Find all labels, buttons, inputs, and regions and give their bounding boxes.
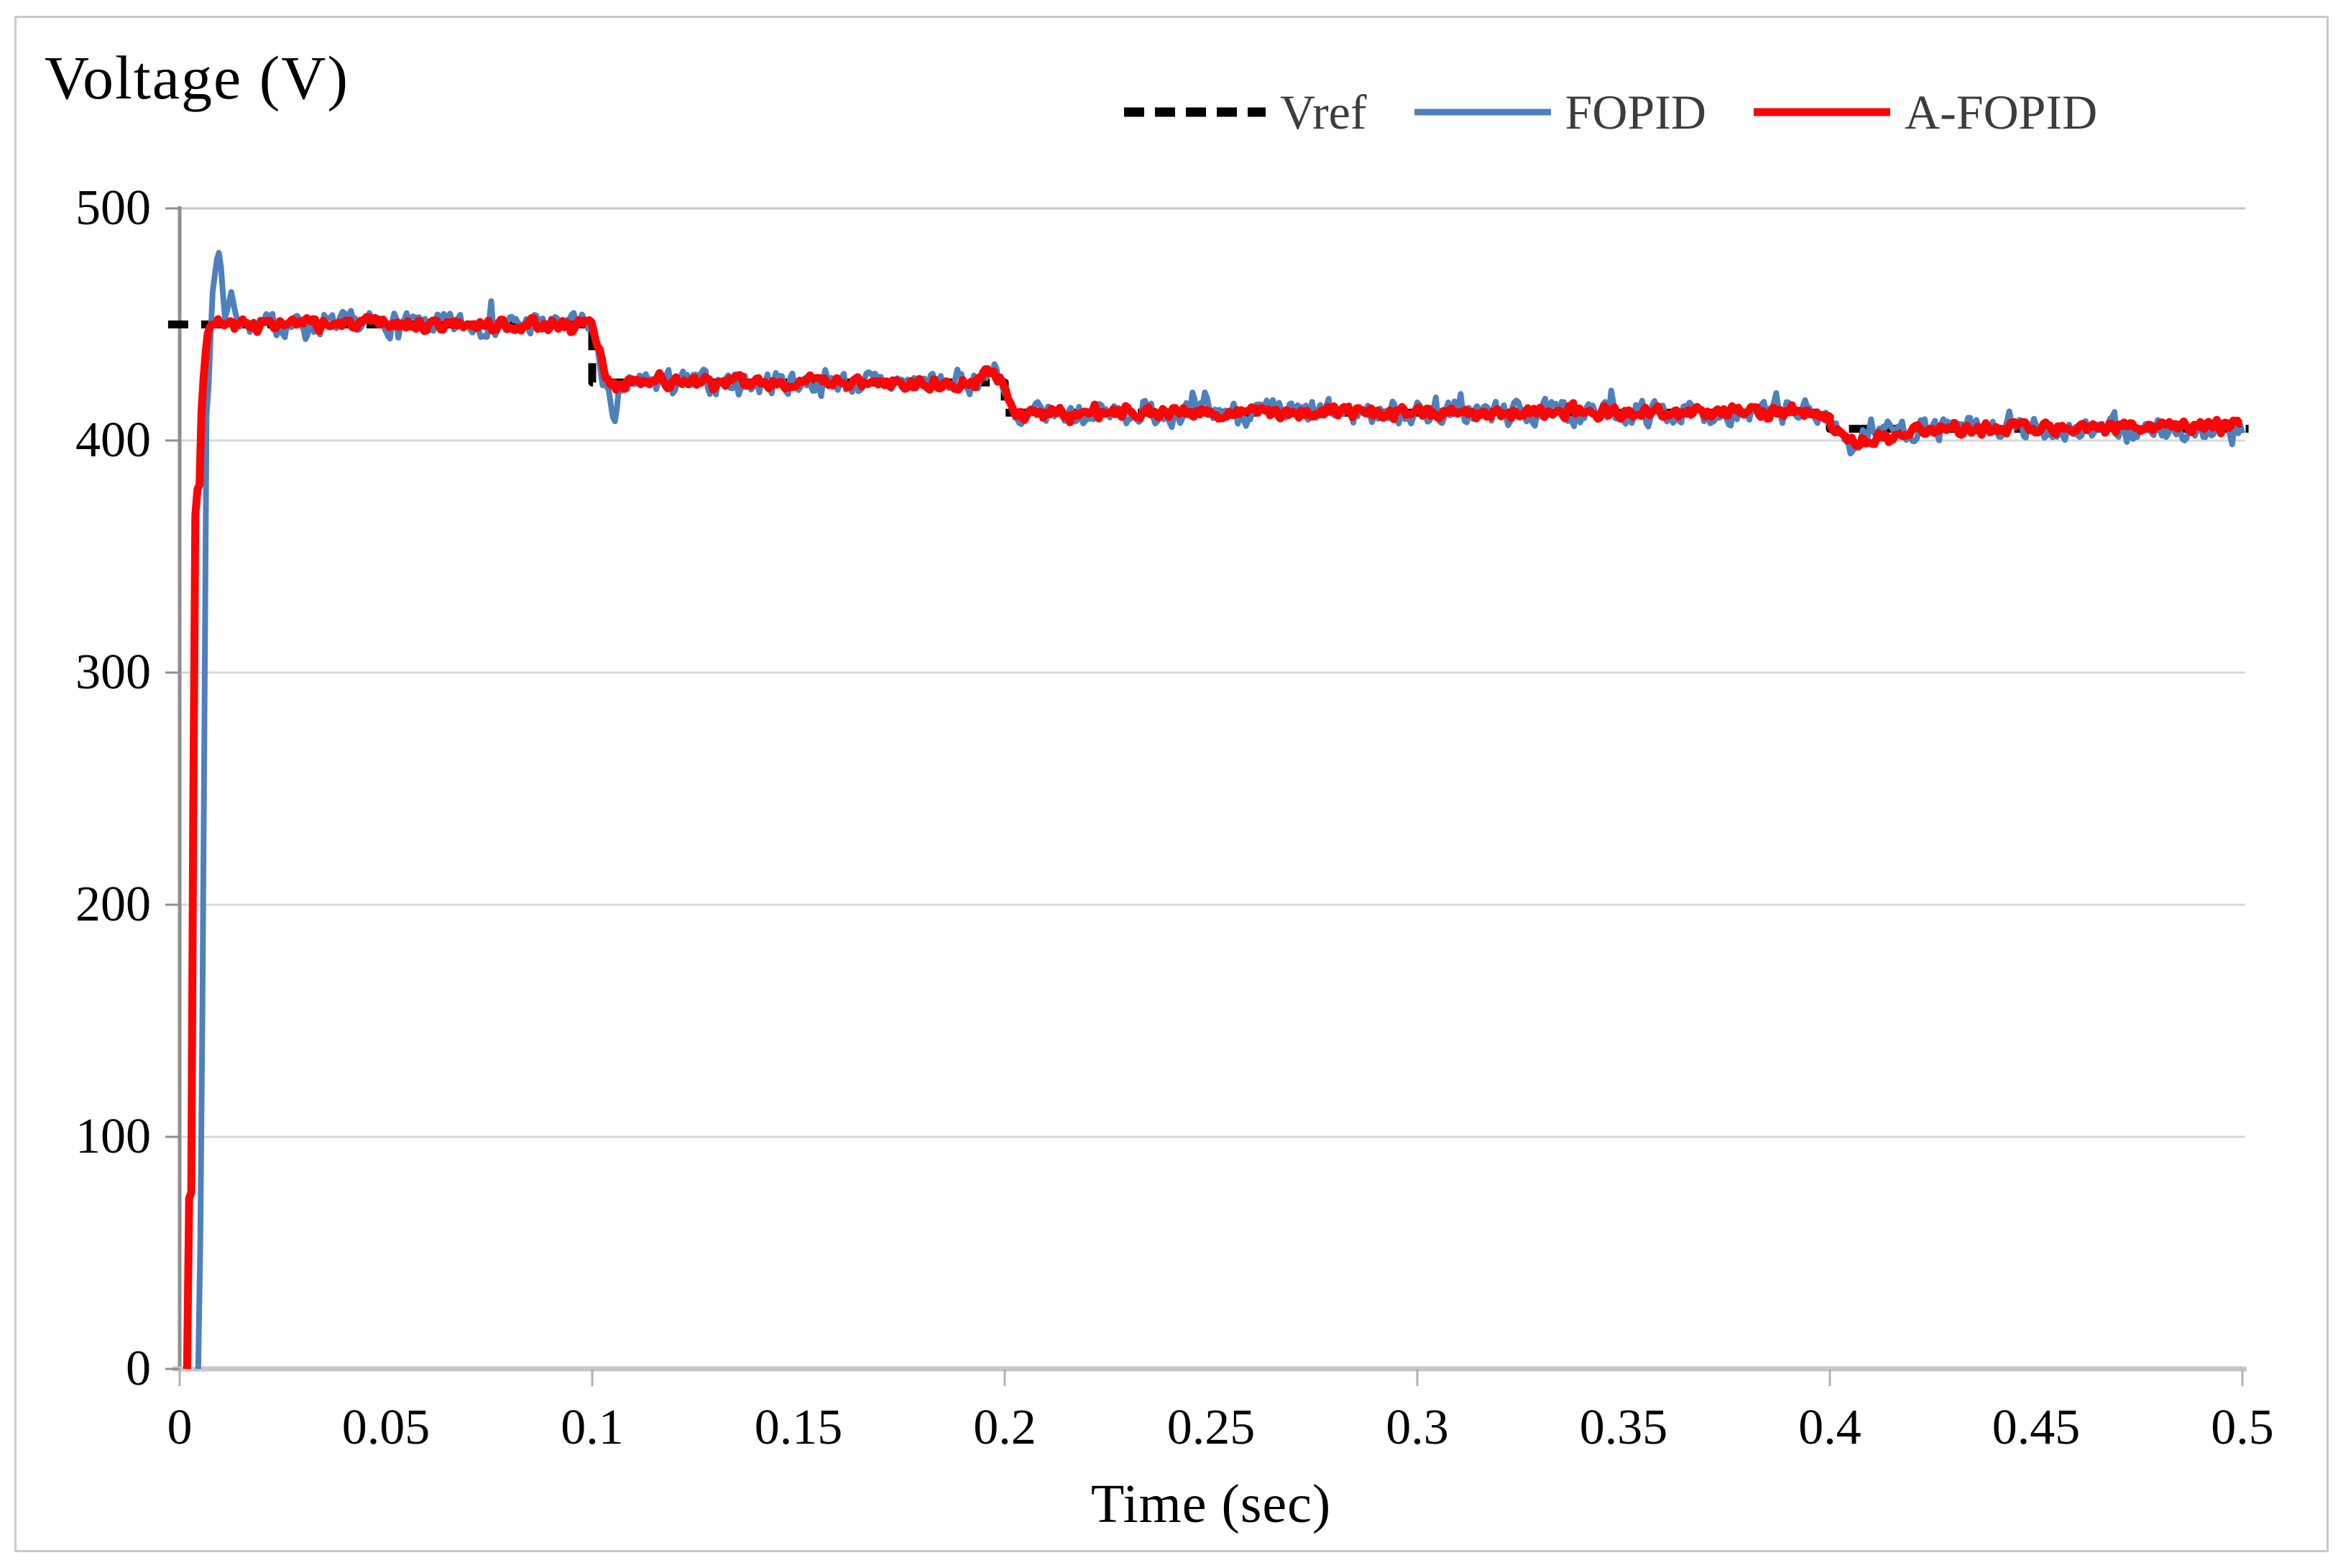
x-tick-label-0.2: 0.2 [973,1400,1036,1455]
x-tick-label-0.35: 0.35 [1579,1400,1668,1455]
legend: Vref FOPID A-FOPID [1121,78,2097,147]
chart-title: Voltage (V) [45,43,350,112]
x-tick-label-0.1: 0.1 [561,1400,624,1455]
y-tick-label-0: 0 [126,1341,151,1396]
legend-label-vref: Vref [1280,84,1367,139]
x-tick-label-0.4: 0.4 [1798,1400,1861,1455]
y-tick-label-300: 300 [75,645,151,700]
vref-dashed-line-swatch [1124,107,1266,117]
x-tick-label-0.45: 0.45 [1992,1400,2081,1455]
x-tick-label-0.5: 0.5 [2211,1400,2274,1455]
x-axis-title: Time (sec) [1090,1474,1332,1534]
series-line-a-fopid [183,313,2244,1370]
figure-border-frame [14,16,2329,1552]
y-tick-label-200: 200 [75,877,151,932]
x-tick-label-0.05: 0.05 [341,1400,431,1455]
legend-item-afopid: A-FOPID [1751,84,2097,141]
afopid-line-swatch [1754,108,1890,116]
x-tick-label-0: 0 [167,1400,193,1455]
x-tick-label-0.25: 0.25 [1166,1400,1256,1455]
legend-label-fopid: FOPID [1565,84,1707,139]
y-tick-label-500: 500 [75,180,151,236]
x-tick-label-0.15: 0.15 [754,1400,843,1455]
x-tick-label-0.3: 0.3 [1386,1400,1449,1455]
y-tick-label-400: 400 [75,412,151,468]
legend-label-afopid: A-FOPID [1905,84,2098,139]
legend-item-fopid: FOPID [1412,84,1707,141]
y-tick-label-100: 100 [75,1109,151,1164]
fopid-line-swatch [1414,109,1551,116]
legend-item-vref: Vref [1121,84,1367,141]
